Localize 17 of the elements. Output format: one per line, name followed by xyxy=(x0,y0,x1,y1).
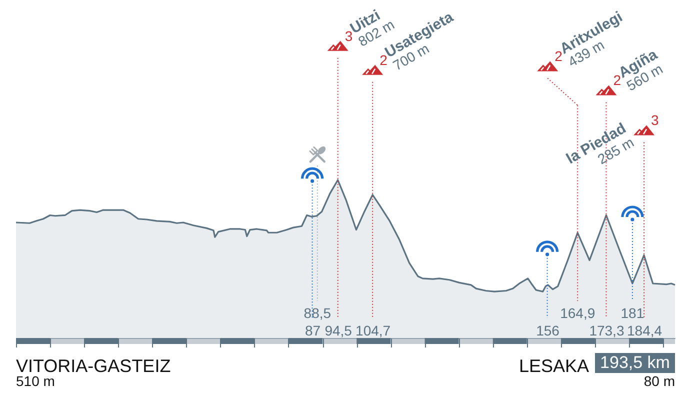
text: 80 m xyxy=(644,373,675,389)
text: 510 m xyxy=(16,373,55,389)
text: 2 xyxy=(554,48,563,64)
text: VITORIA-GASTEIZ xyxy=(16,356,171,376)
ref-line-label: 181 xyxy=(620,305,644,321)
x-tick-label: 156 xyxy=(536,322,560,338)
ref-line-label: 88,5 xyxy=(304,305,332,321)
x-tick-label: 184,4 xyxy=(626,322,662,338)
ref-line-label: 164,9 xyxy=(560,305,596,321)
text: 2 xyxy=(613,72,622,88)
text: LESAKA xyxy=(519,356,590,376)
text: 3 xyxy=(651,112,660,128)
x-tick-label: 104,7 xyxy=(356,322,391,338)
text: 193,5 km xyxy=(595,353,675,373)
x-tick-label: 94,5 xyxy=(324,322,352,338)
x-tick-label: 173,3 xyxy=(589,322,624,338)
x-tick-label: 87 xyxy=(305,322,321,338)
